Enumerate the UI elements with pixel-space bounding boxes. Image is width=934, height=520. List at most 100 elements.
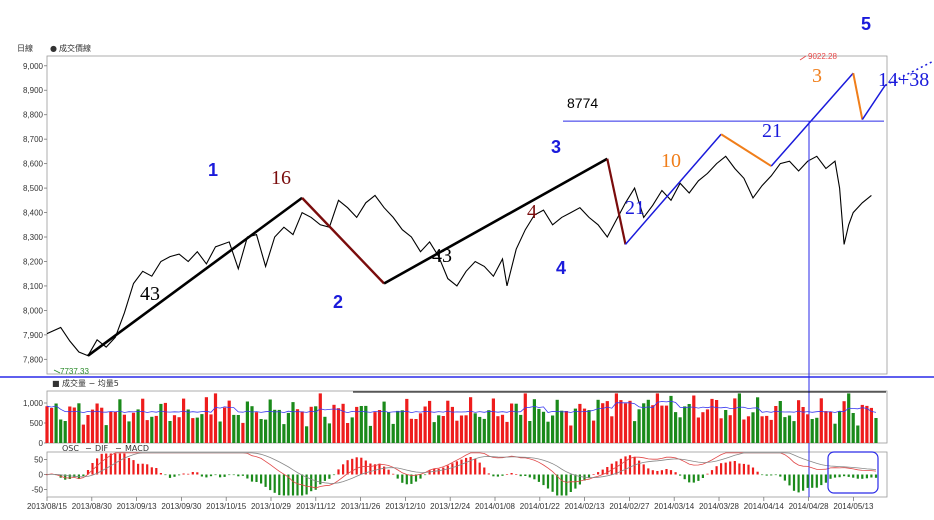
volume-bar [305, 426, 309, 443]
macd-osc-bar [173, 474, 176, 477]
wave-labels: 1 2 3 4 5 43 16 43 4 21 10 21 3 14+38 8774 9022.28 7737.… [53, 14, 929, 376]
date-tick-label: 2013/12/24 [430, 502, 471, 511]
count-label-i: 14+38 [878, 69, 929, 91]
resistance-level-label: 8774 [567, 95, 598, 111]
volume-bar [377, 410, 382, 443]
volume-bar [437, 415, 441, 443]
volume-bar [751, 412, 755, 443]
date-tick-label: 2013/12/10 [385, 502, 426, 511]
volume-bar [619, 400, 623, 443]
volume-bar [432, 422, 436, 443]
volume-bar [254, 412, 259, 443]
macd-osc-bar [141, 463, 144, 475]
volume-bar [418, 413, 423, 443]
macd-osc-bar [474, 459, 477, 475]
macd-osc-bar [187, 473, 190, 475]
macd-osc-bar [478, 462, 481, 475]
macd-osc-bar [351, 458, 354, 475]
macd-osc-bar [455, 461, 458, 475]
macd-osc-bar [155, 468, 158, 475]
volume-bar [186, 409, 190, 443]
volume-bar [118, 399, 122, 443]
macd-osc-bar [610, 463, 613, 475]
volume-bar [268, 399, 272, 443]
macd-osc-bar [373, 464, 377, 475]
macd-osc-bar [606, 467, 609, 475]
volume-bar [359, 406, 363, 443]
macd-osc-bar [396, 474, 399, 479]
macd-osc-bar [109, 453, 112, 475]
volume-bar [491, 398, 495, 443]
date-tick-label: 2013/09/13 [117, 502, 158, 511]
volume-bar [163, 402, 167, 443]
volume-bar [387, 412, 391, 443]
volume-bar [382, 401, 386, 443]
volume-bar [131, 412, 136, 443]
macd-osc-bar [874, 474, 878, 478]
volume-bar [469, 397, 473, 443]
price-tick-label: 7,900 [23, 331, 44, 340]
volume-bar [368, 425, 372, 443]
volume-bar [446, 400, 450, 443]
volume-bar [869, 407, 873, 443]
macd-osc-bar [328, 474, 331, 479]
macd-osc-bar [241, 474, 244, 476]
volume-bars [45, 393, 878, 443]
volume-bar [569, 425, 573, 443]
volume-bar [182, 398, 186, 443]
macd-osc-bar [806, 474, 809, 488]
volume-bar [172, 415, 177, 443]
volume-bar [273, 409, 277, 443]
macd-osc-bar [127, 458, 131, 475]
volume-bar [109, 411, 113, 443]
macd-osc-bar [710, 470, 714, 475]
volume-bar [72, 407, 76, 443]
volume-bar [838, 411, 842, 443]
volume-bar [209, 414, 213, 443]
volume-bar [760, 416, 764, 443]
price-line [46, 155, 872, 357]
macd-osc-bar [824, 474, 827, 483]
volume-bar [86, 415, 90, 443]
macd-osc-bar [578, 474, 581, 485]
volume-bar [332, 404, 336, 443]
macd-osc-bar [442, 467, 445, 475]
macd-osc-bar [638, 460, 641, 475]
macd-osc-bar [683, 474, 686, 480]
volume-bar [150, 416, 154, 443]
volume-bar [519, 414, 523, 443]
macd-osc-bar [132, 460, 135, 475]
volume-bar [819, 398, 823, 443]
volume-bar [628, 400, 632, 443]
date-tick-label: 2013/11/12 [296, 502, 336, 511]
volume-bar [710, 398, 714, 443]
macd-osc-bar [437, 468, 440, 475]
volume-bar [282, 424, 286, 443]
volume-bar [200, 414, 204, 443]
macd-osc-bar [191, 472, 194, 475]
volume-bar [587, 410, 591, 443]
macd-osc-bar [551, 474, 554, 492]
volume-bar [250, 406, 254, 443]
price-tick-label: 8,800 [23, 111, 44, 120]
volume-bar [582, 408, 587, 443]
macd-osc-bar [451, 463, 454, 475]
volume-bar [851, 413, 855, 443]
volume-bar [797, 400, 801, 443]
volume-bar [113, 411, 117, 443]
macd-osc-bar [196, 472, 199, 475]
date-tick-label: 2014/02/27 [609, 502, 650, 511]
macd-tick-label: 0 [39, 471, 44, 480]
price-tick-label: 8,200 [23, 257, 44, 266]
macd-osc-bar [647, 468, 650, 475]
macd-osc-bar [697, 474, 700, 481]
volume-bar [633, 421, 637, 443]
volume-bar [309, 406, 313, 443]
volume-bar [127, 421, 131, 443]
volume-bar [464, 415, 468, 443]
macd-osc-bar [383, 466, 386, 475]
macd-osc-bar [305, 474, 308, 495]
volume-y-ticks: 0 500 1,000 [23, 399, 47, 448]
macd-osc-bar [419, 474, 422, 479]
macd-osc-bar [114, 453, 117, 475]
